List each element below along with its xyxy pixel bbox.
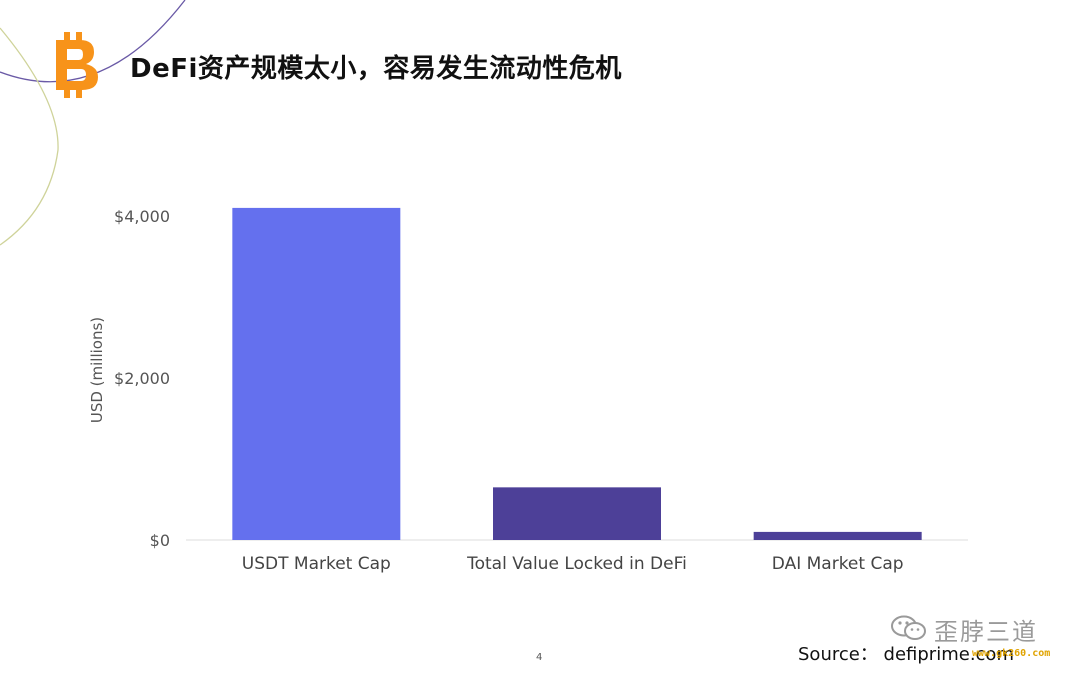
bar-1 [232, 207, 401, 540]
source-text: Source： defiprime.com [798, 644, 1014, 665]
y-tick-label: $2,000 [114, 369, 170, 388]
watermark-url: www.gk260.com [972, 648, 1051, 659]
wechat-icon [891, 615, 926, 640]
watermark-brand: 歪脖三道 [890, 610, 1050, 646]
y-tick-label: $0 [150, 531, 170, 550]
bitcoin-icon [56, 32, 98, 98]
bar-3 [753, 531, 922, 540]
slide-title: DeFi资产规模太小，容易发生流动性危机 [130, 54, 622, 84]
bar-2 [493, 487, 661, 540]
x-tick-label: USDT Market Cap [242, 554, 391, 574]
page-number: 4 [536, 652, 543, 663]
y-axis-label: USD (millions) [88, 316, 106, 424]
x-tick-label: Total Value Locked in DeFi [466, 554, 687, 574]
watermark-text: 歪脖三道 [934, 618, 1038, 646]
x-tick-label: DAI Market Cap [772, 554, 904, 574]
y-tick-label: $4,000 [114, 207, 170, 226]
